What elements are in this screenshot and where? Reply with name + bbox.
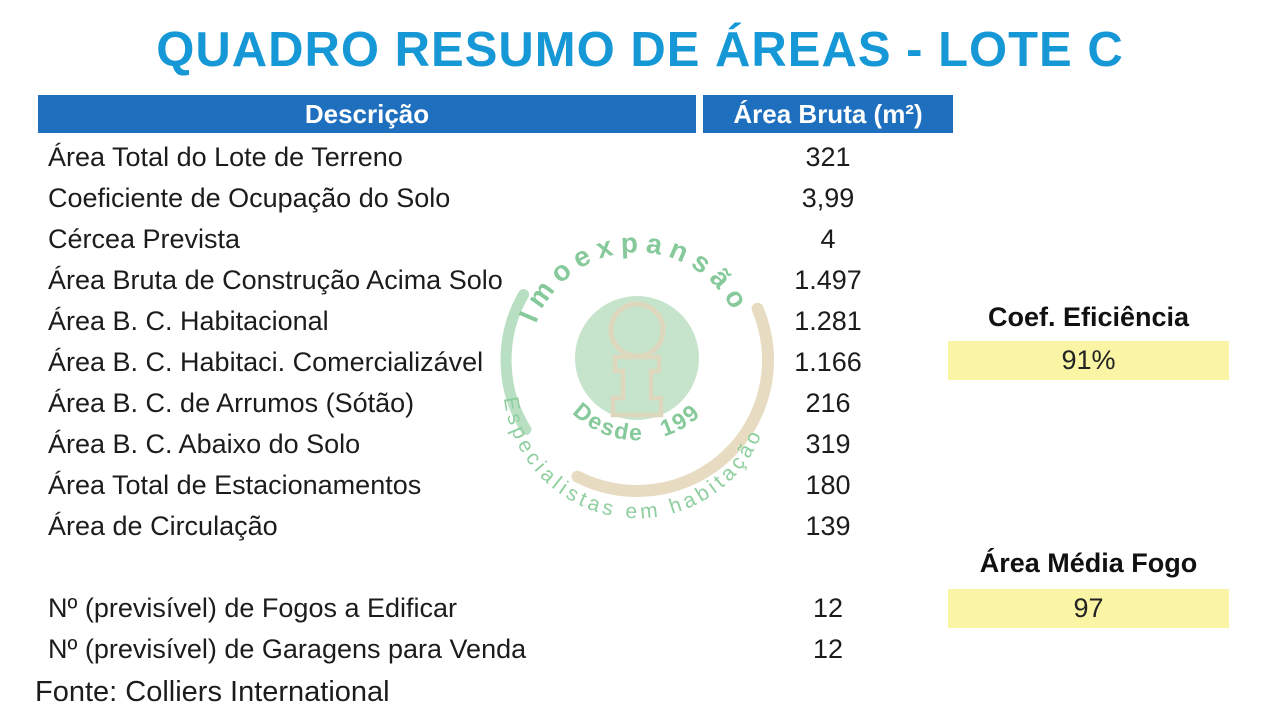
source-note: Fonte: Colliers International bbox=[35, 676, 390, 708]
row-label: Área B. C. Habitacional bbox=[48, 306, 329, 336]
table-row: Área B. C. Habitacional 1.281 bbox=[38, 301, 953, 342]
imoexpansao-icon bbox=[575, 296, 699, 420]
row-label: Área B. C. Habitaci. Comercializável bbox=[48, 347, 484, 377]
header-gap bbox=[696, 95, 703, 133]
row-value: 139 bbox=[805, 511, 851, 541]
row-label: Coeficiente de Ocupação do Solo bbox=[48, 183, 451, 213]
watermark-green-arc bbox=[500, 289, 532, 435]
table-row: Nº (previsível) de Fogos a Edificar 12 bbox=[38, 588, 953, 629]
table-header-row: Descrição Área Bruta (m²) bbox=[38, 95, 953, 133]
row-value: 1.497 bbox=[794, 265, 862, 295]
table-body: Área Total do Lote de Terreno 321 Coefic… bbox=[38, 137, 953, 670]
row-value: 1.166 bbox=[794, 347, 862, 377]
table-row: Área B. C. de Arrumos (Sótão) 216 bbox=[38, 383, 953, 424]
header-gross-area: Área Bruta (m²) bbox=[703, 95, 953, 133]
row-value: 1.281 bbox=[794, 306, 862, 336]
row-label: Área Bruta de Construção Acima Solo bbox=[48, 265, 503, 295]
row-label: Área Total do Lote de Terreno bbox=[48, 142, 403, 172]
row-value: 4 bbox=[820, 224, 836, 254]
row-value: 12 bbox=[812, 593, 844, 623]
average-dwelling-area-label: Área Média Fogo bbox=[979, 548, 1198, 578]
table-row: Área Total do Lote de Terreno 321 bbox=[38, 137, 953, 178]
row-label: Nº (previsível) de Garagens para Venda bbox=[48, 634, 527, 664]
page-title: QUADRO RESUMO DE ÁREAS - LOTE C bbox=[156, 23, 1124, 77]
row-label: Área B. C. de Arrumos (Sótão) bbox=[48, 388, 415, 418]
row-value: 319 bbox=[805, 429, 851, 459]
average-dwelling-area-value: 97 bbox=[948, 589, 1229, 628]
table-row: Área Bruta de Construção Acima Solo 1.49… bbox=[38, 260, 953, 301]
row-label: Nº (previsível) de Fogos a Edificar bbox=[48, 593, 458, 623]
table-row: Cércea Prevista 4 bbox=[38, 219, 953, 260]
row-value: 216 bbox=[805, 388, 851, 418]
efficiency-coefficient-value: 91% bbox=[948, 341, 1229, 380]
row-label: Área Total de Estacionamentos bbox=[48, 470, 422, 500]
row-label: Área de Circulação bbox=[48, 511, 278, 541]
table-row: Área B. C. Abaixo do Solo 319 bbox=[38, 424, 953, 465]
row-value: 3,99 bbox=[801, 183, 855, 213]
row-label: Área B. C. Abaixo do Solo bbox=[48, 429, 361, 459]
table-row: Coeficiente de Ocupação do Solo 3,99 bbox=[38, 178, 953, 219]
row-value: 321 bbox=[805, 142, 851, 172]
watermark-beige-arc bbox=[571, 302, 774, 497]
header-description: Descrição bbox=[38, 95, 696, 133]
table-row: Área Total de Estacionamentos 180 bbox=[38, 465, 953, 506]
row-value: 180 bbox=[805, 470, 851, 500]
table-row-blank bbox=[38, 547, 953, 588]
efficiency-coefficient-label: Coef. Eficiência bbox=[987, 302, 1190, 332]
row-label: Cércea Prevista bbox=[48, 224, 241, 254]
table-row: Área de Circulação 139 bbox=[38, 506, 953, 547]
table-row: Área B. C. Habitaci. Comercializável 1.1… bbox=[38, 342, 953, 383]
table-row: Nº (previsível) de Garagens para Venda 1… bbox=[38, 629, 953, 670]
row-value: 12 bbox=[812, 634, 844, 664]
areas-table: Descrição Área Bruta (m²) Área Total do … bbox=[38, 95, 953, 670]
